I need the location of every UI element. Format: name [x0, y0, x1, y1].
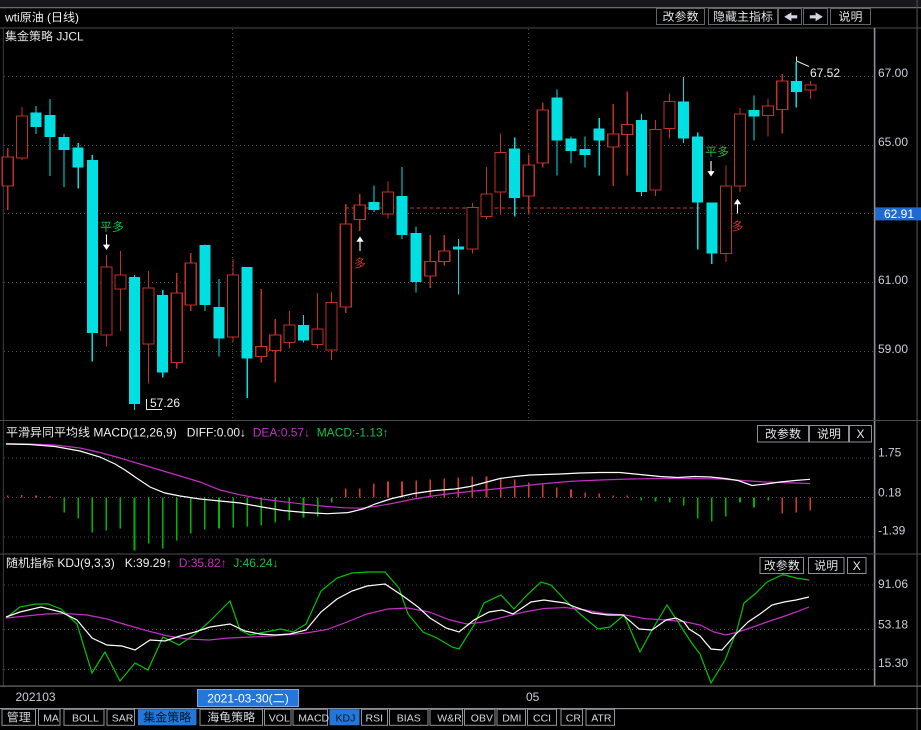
svg-text:0.18: 0.18	[878, 485, 902, 499]
svg-text:202103: 202103	[16, 690, 56, 704]
svg-text:X: X	[857, 427, 865, 441]
svg-text:57.26: 57.26	[150, 396, 180, 410]
svg-text:53.18: 53.18	[878, 617, 908, 631]
svg-text:JJCL: JJCL	[53, 30, 84, 44]
svg-text:-1.39: -1.39	[878, 523, 906, 537]
svg-text:MACD:-1.13↑: MACD:-1.13↑	[317, 426, 389, 440]
svg-text:SAR: SAR	[112, 713, 134, 725]
svg-text:): )	[285, 692, 289, 706]
svg-text:ATR: ATR	[591, 713, 612, 725]
svg-text:91.06: 91.06	[878, 577, 908, 591]
svg-text:DEA:0.57↓: DEA:0.57↓	[253, 426, 317, 440]
svg-text:MACD(12,26,9) DIFF:0.00↓: MACD(12,26,9) DIFF:0.00↓	[90, 426, 253, 440]
svg-text:W&R: W&R	[437, 713, 462, 725]
svg-text:KDJ(9,3,3) K:39.29↑: KDJ(9,3,3) K:39.29↑	[54, 556, 179, 570]
svg-text:CCI: CCI	[533, 713, 551, 725]
svg-text:KDJ: KDJ	[336, 713, 356, 725]
svg-text:(: (	[44, 11, 51, 25]
svg-text:62.91: 62.91	[884, 207, 914, 221]
svg-text:59.00: 59.00	[878, 342, 908, 356]
svg-text:MA: MA	[43, 713, 59, 725]
svg-text:67.00: 67.00	[878, 66, 908, 80]
svg-text:15.30: 15.30	[878, 656, 908, 670]
svg-text:D:35.82↑: D:35.82↑	[179, 556, 234, 570]
svg-text:X: X	[853, 559, 861, 573]
svg-text:1.75: 1.75	[878, 445, 902, 459]
svg-text:MACD: MACD	[298, 713, 329, 725]
svg-text:65.00: 65.00	[878, 135, 908, 149]
svg-text:VOL: VOL	[269, 713, 290, 725]
svg-text:BIAS: BIAS	[397, 713, 421, 725]
svg-text:05: 05	[526, 690, 540, 704]
svg-text:RSI: RSI	[366, 713, 384, 725]
svg-text:): )	[75, 11, 79, 25]
svg-text:BOLL: BOLL	[72, 713, 99, 725]
svg-text:OBV: OBV	[471, 713, 493, 725]
svg-text:wti: wti	[4, 11, 20, 25]
svg-text:2021-03-30(: 2021-03-30(	[207, 692, 272, 706]
svg-text:CR: CR	[566, 713, 582, 725]
svg-text:67.52: 67.52	[810, 66, 840, 80]
svg-text:61.00: 61.00	[878, 273, 908, 287]
svg-text:DMI: DMI	[502, 713, 521, 725]
svg-text:J:46.24↓: J:46.24↓	[233, 556, 278, 570]
